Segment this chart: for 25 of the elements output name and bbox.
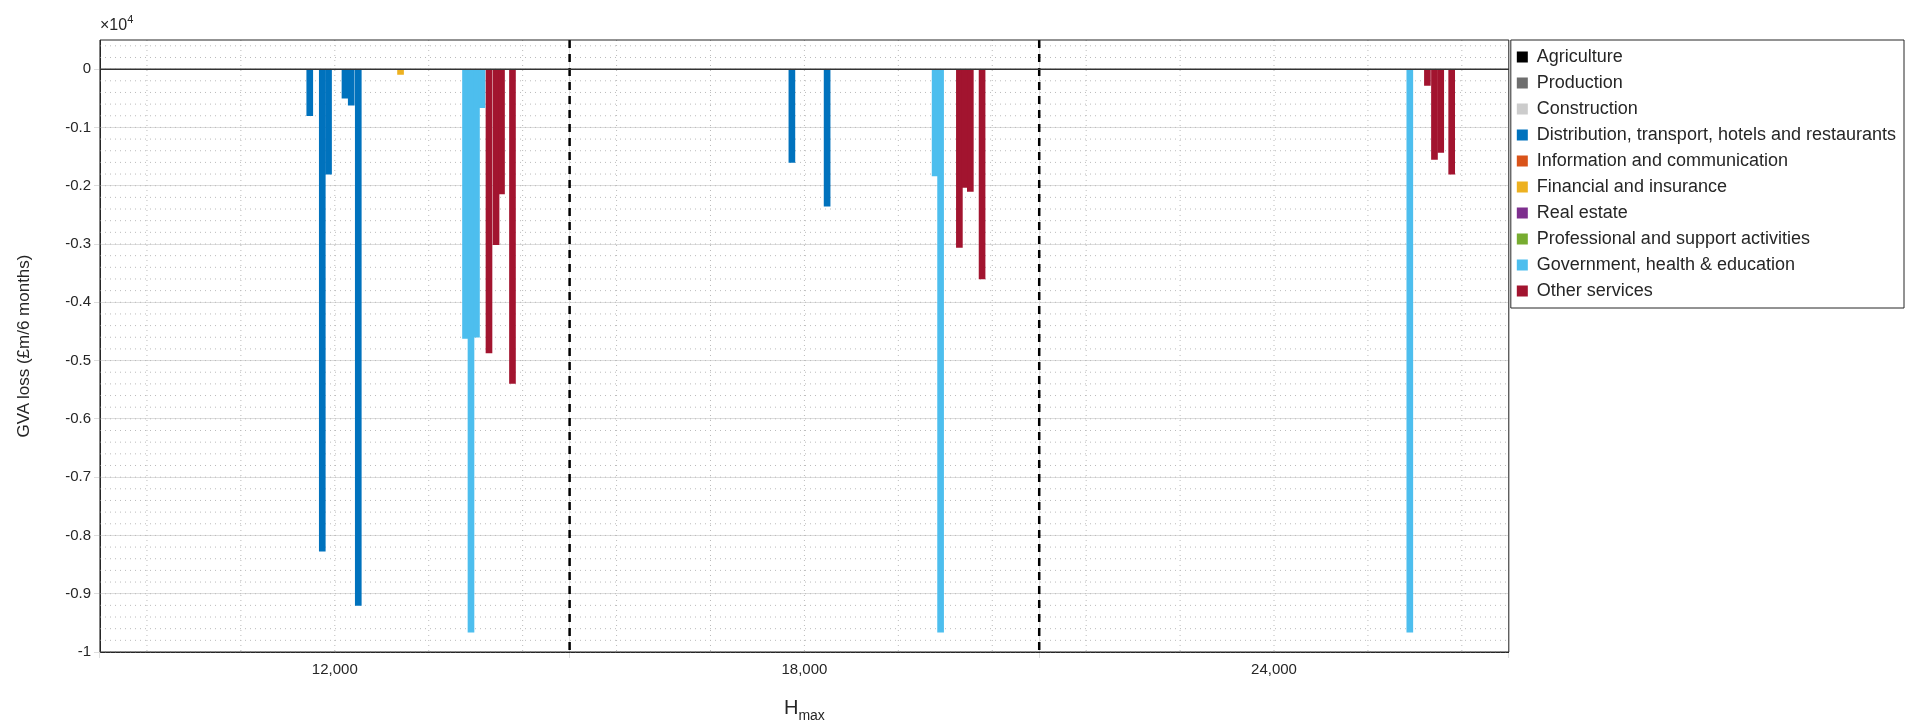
y-tick-label: -0.4 (65, 292, 91, 310)
y-tick-label: -0.1 (65, 117, 91, 135)
y-tick-label: -0.2 (65, 175, 91, 193)
legend-label: Professional and support activities (1536, 227, 1810, 248)
y-axis-title: GVA loss (£m/6 months) (13, 254, 33, 438)
legend-label: Construction (1536, 97, 1638, 118)
legend-label: Financial and insurance (1536, 175, 1727, 196)
y-tick-label: 0 (82, 59, 91, 77)
y-tick-label: -1 (77, 642, 91, 660)
y-tick-label: -0.5 (65, 350, 91, 368)
x-tick-label: 18,000 (781, 660, 828, 678)
legend-label: Information and communication (1536, 149, 1788, 170)
legend-label: Government, health & education (1536, 253, 1795, 274)
y-tick-label: -0.7 (65, 467, 91, 485)
legend-label: Production (1536, 71, 1623, 92)
legend-label: Other services (1536, 279, 1653, 300)
x-tick-label: 12,000 (311, 660, 358, 678)
y-tick-label: -0.9 (65, 583, 91, 601)
legend-label: Real estate (1536, 201, 1628, 222)
x-tick-label: 24,000 (1251, 660, 1297, 678)
y-tick-label: -0.3 (65, 234, 91, 252)
legend-label: Distribution, transport, hotels and restaurants (1536, 123, 1896, 144)
legend-label: Agriculture (1536, 45, 1623, 66)
y-tick-label: -0.6 (65, 409, 91, 426)
y-tick-label: -0.8 (65, 525, 91, 543)
